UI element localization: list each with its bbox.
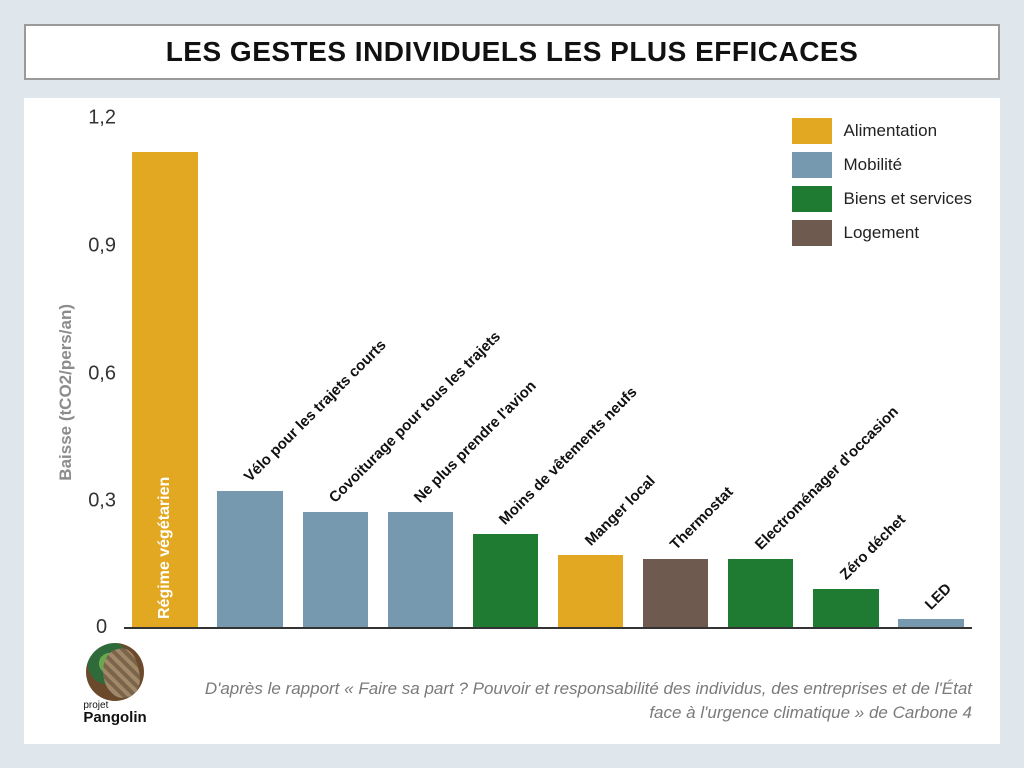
bar-slot: LED [898,118,964,627]
y-axis: 0,30,60,91,2 [76,118,124,629]
y-axis-label: Baisse (tCO2/pers/an) [52,304,76,481]
source-citation: D'après le rapport « Faire sa part ? Pou… [174,677,972,726]
bar-slot: Electroménager d'occasion [728,118,794,627]
source-suffix: » de Carbone 4 [850,703,972,722]
chart-body: Baisse (tCO2/pers/an) 0,30,60,91,2 Régim… [52,118,972,726]
bar-slot: Thermostat [643,118,709,627]
y-tick: 1,2 [88,107,116,130]
page-title: LES GESTES INDIVIDUELS LES PLUS EFFICACE… [42,36,982,68]
bars-area: Régime végétarien Vélo pour les trajets c… [124,118,972,629]
bar-slot: Moins de vêtements neufs [473,118,539,627]
footer-row: projet Pangolin D'après le rapport « Fai… [76,643,972,726]
brand-logo-name: Pangolin [83,709,146,726]
brand-logo: projet Pangolin [76,643,154,726]
bar-slot: Manger local [558,118,624,627]
bar: Régime végétarien [132,152,198,627]
bar: Vélo pour les trajets courts [217,491,283,627]
bar-slot: Vélo pour les trajets courts [217,118,283,627]
bar: Thermostat [643,559,709,627]
bar: Manger local [558,555,624,627]
bar-slot: Covoiturage pour tous les trajets [303,118,369,627]
bar: Covoiturage pour tous les trajets [303,512,369,627]
y-tick-zero: 0 [96,616,107,639]
bar: Ne plus prendre l'avion [388,512,454,627]
y-tick: 0,9 [88,234,116,257]
bar-slot: Zéro déchet [813,118,879,627]
plot-wrap: 0,30,60,91,2 Régime végétarienVélo pour … [76,118,972,726]
brand-logo-text: projet Pangolin [83,703,146,726]
y-tick: 0,6 [88,362,116,385]
infographic-frame: LES GESTES INDIVIDUELS LES PLUS EFFICACE… [24,24,1000,744]
bar-label: LED [921,580,954,613]
bar: LED [898,619,964,627]
bar: Moins de vêtements neufs [473,534,539,627]
bar: Electroménager d'occasion [728,559,794,627]
bar-slot: Régime végétarien [132,118,198,627]
title-card: LES GESTES INDIVIDUELS LES PLUS EFFICACE… [24,24,1000,80]
source-prefix: D'après le rapport « [205,679,359,698]
chart-card: AlimentationMobilitéBiens et servicesLog… [24,98,1000,744]
bar-label: Régime végétarien [156,477,174,619]
bar-slot: Ne plus prendre l'avion [388,118,454,627]
pangolin-icon [86,643,144,701]
bar-label: Thermostat [666,484,736,554]
y-tick: 0,3 [88,490,116,513]
bars-container: Régime végétarien Vélo pour les trajets c… [124,118,972,627]
plot: 0,30,60,91,2 Régime végétarienVélo pour … [76,118,972,629]
bar: Zéro déchet [813,589,879,627]
